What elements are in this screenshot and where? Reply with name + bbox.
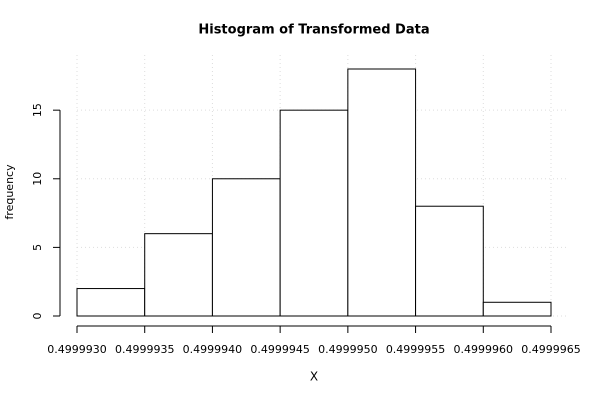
- x-tick-label: 0.4999940: [183, 343, 243, 356]
- bar: [347, 68, 417, 317]
- bar: [482, 301, 552, 317]
- bar: [415, 205, 484, 317]
- x-tick-label: 0.4999955: [386, 343, 446, 356]
- x-tick-label: 0.4999935: [115, 343, 175, 356]
- bar: [144, 233, 213, 317]
- bar: [76, 288, 146, 317]
- x-tick-label: 0.4999965: [521, 343, 581, 356]
- y-tick-label: 5: [31, 244, 44, 251]
- bar: [211, 178, 281, 317]
- x-axis-title: X: [310, 370, 318, 384]
- y-tick-label: 15: [31, 103, 44, 117]
- bar: [279, 109, 349, 317]
- x-tick-label: 0.4999960: [454, 343, 514, 356]
- chart-title: Histogram of Transformed Data: [198, 23, 429, 38]
- x-tick-label: 0.4999930: [47, 343, 107, 356]
- y-tick-label: 0: [31, 313, 44, 320]
- y-axis-title: frequency: [3, 164, 16, 220]
- x-tick-label: 0.4999945: [250, 343, 310, 356]
- y-tick-label: 10: [31, 172, 44, 186]
- x-tick-label: 0.4999950: [318, 343, 378, 356]
